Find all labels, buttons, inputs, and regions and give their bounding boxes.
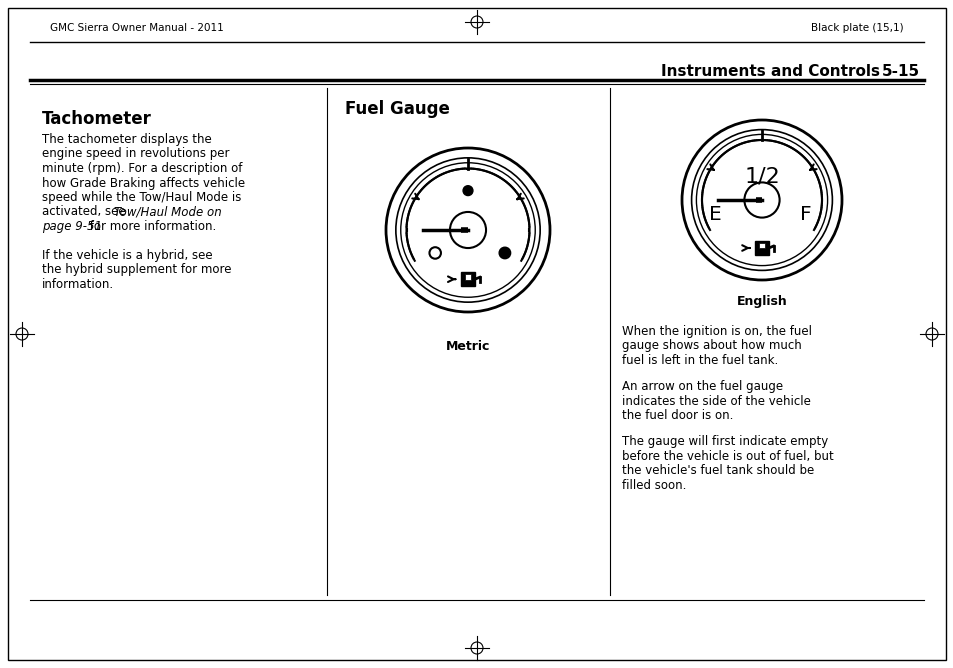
Text: Metric: Metric	[445, 340, 490, 353]
Text: 1/2: 1/2	[743, 166, 779, 186]
Text: minute (rpm). For a description of: minute (rpm). For a description of	[42, 162, 242, 175]
Text: Fuel Gauge: Fuel Gauge	[345, 100, 450, 118]
FancyBboxPatch shape	[464, 274, 471, 280]
Text: gauge shows about how much: gauge shows about how much	[621, 339, 801, 353]
Text: filled soon.: filled soon.	[621, 479, 685, 492]
Text: before the vehicle is out of fuel, but: before the vehicle is out of fuel, but	[621, 450, 833, 463]
Circle shape	[498, 247, 510, 259]
Text: for more information.: for more information.	[86, 220, 216, 233]
Text: page 9-51: page 9-51	[42, 220, 102, 233]
Text: The gauge will first indicate empty: The gauge will first indicate empty	[621, 435, 827, 448]
Circle shape	[462, 186, 473, 196]
Text: The tachometer displays the: The tachometer displays the	[42, 133, 212, 146]
FancyBboxPatch shape	[758, 242, 764, 248]
Circle shape	[429, 247, 440, 259]
Text: When the ignition is on, the fuel: When the ignition is on, the fuel	[621, 325, 811, 338]
Text: how Grade Braking affects vehicle: how Grade Braking affects vehicle	[42, 176, 245, 190]
Text: If the vehicle is a hybrid, see: If the vehicle is a hybrid, see	[42, 249, 213, 262]
Text: Instruments and Controls: Instruments and Controls	[660, 65, 879, 79]
Text: information.: information.	[42, 278, 114, 291]
Circle shape	[743, 182, 779, 218]
FancyBboxPatch shape	[460, 273, 475, 286]
Text: the vehicle's fuel tank should be: the vehicle's fuel tank should be	[621, 464, 814, 477]
Text: the fuel door is on.: the fuel door is on.	[621, 409, 733, 422]
Text: engine speed in revolutions per: engine speed in revolutions per	[42, 148, 230, 160]
Text: GMC Sierra Owner Manual - 2011: GMC Sierra Owner Manual - 2011	[50, 23, 224, 33]
Text: indicates the side of the vehicle: indicates the side of the vehicle	[621, 395, 810, 407]
Text: the hybrid supplement for more: the hybrid supplement for more	[42, 263, 232, 277]
Text: English: English	[736, 295, 786, 308]
Text: F: F	[800, 205, 811, 224]
Circle shape	[450, 212, 485, 248]
Text: Tachometer: Tachometer	[42, 110, 152, 128]
Text: Black plate (15,1): Black plate (15,1)	[810, 23, 903, 33]
Text: activated, see: activated, see	[42, 206, 130, 218]
Text: An arrow on the fuel gauge: An arrow on the fuel gauge	[621, 380, 782, 393]
Text: fuel is left in the fuel tank.: fuel is left in the fuel tank.	[621, 354, 778, 367]
Text: Tow/Haul Mode on: Tow/Haul Mode on	[113, 206, 221, 218]
FancyBboxPatch shape	[755, 241, 768, 255]
Text: E: E	[708, 205, 721, 224]
Text: 5-15: 5-15	[881, 65, 919, 79]
Text: speed while the Tow/Haul Mode is: speed while the Tow/Haul Mode is	[42, 191, 241, 204]
